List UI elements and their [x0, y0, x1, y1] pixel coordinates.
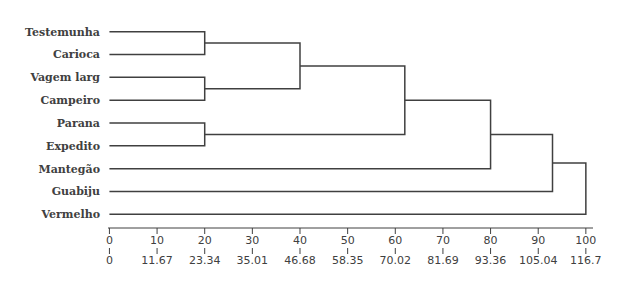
- svg-text:0: 0: [106, 234, 113, 247]
- svg-text:70.02: 70.02: [380, 254, 412, 267]
- svg-text:Parana: Parana: [57, 117, 100, 130]
- svg-text:Carioca: Carioca: [53, 48, 100, 61]
- svg-text:35.01: 35.01: [237, 254, 269, 267]
- svg-text:10: 10: [150, 234, 164, 247]
- svg-text:81.69: 81.69: [427, 254, 459, 267]
- svg-text:50: 50: [341, 234, 355, 247]
- svg-text:58.35: 58.35: [332, 254, 364, 267]
- svg-text:93.36: 93.36: [475, 254, 507, 267]
- svg-text:11.67: 11.67: [141, 254, 173, 267]
- svg-text:Vagem larg: Vagem larg: [29, 71, 100, 84]
- svg-text:30: 30: [245, 234, 259, 247]
- svg-text:70: 70: [436, 234, 450, 247]
- svg-text:116.7: 116.7: [570, 254, 602, 267]
- svg-text:20: 20: [198, 234, 212, 247]
- svg-text:40: 40: [293, 234, 307, 247]
- svg-text:23.34: 23.34: [189, 254, 221, 267]
- svg-text:Testemunha: Testemunha: [25, 26, 100, 39]
- svg-text:60: 60: [388, 234, 402, 247]
- svg-text:46.68: 46.68: [284, 254, 316, 267]
- svg-text:Campeiro: Campeiro: [40, 94, 100, 107]
- svg-text:80: 80: [484, 234, 498, 247]
- svg-text:Vermelho: Vermelho: [41, 208, 100, 221]
- svg-text:105.04: 105.04: [519, 254, 558, 267]
- svg-text:0: 0: [106, 254, 113, 267]
- svg-text:90: 90: [531, 234, 545, 247]
- svg-text:100: 100: [575, 234, 596, 247]
- svg-text:Expedito: Expedito: [46, 140, 100, 153]
- svg-text:Guabiju: Guabiju: [52, 185, 100, 198]
- svg-text:Mantegão: Mantegão: [38, 163, 100, 176]
